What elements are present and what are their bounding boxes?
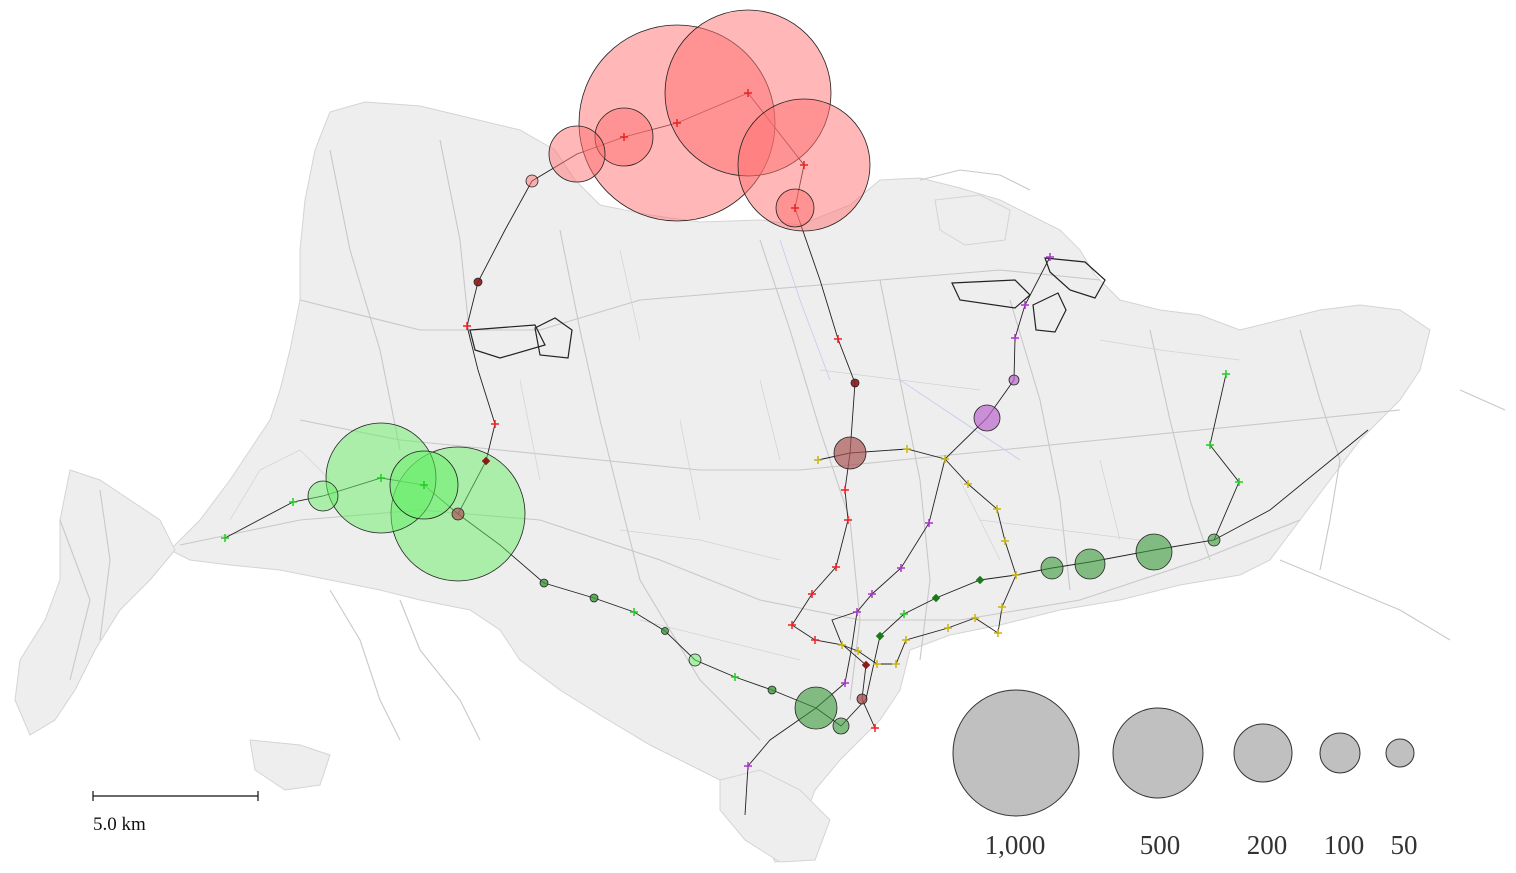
stations-purple bbox=[744, 253, 1054, 770]
line-east-branch bbox=[1209, 373, 1240, 541]
stations-dark-green bbox=[875, 575, 985, 641]
stations-yellow bbox=[814, 445, 1020, 668]
scale-bar-label: 5.0 km bbox=[93, 814, 146, 835]
legend-label-200: 200 bbox=[1247, 830, 1288, 860]
line-southwest-spur bbox=[744, 765, 749, 816]
legend-label-1000: 1,000 bbox=[985, 830, 1046, 860]
bubble-darkgreen-9 bbox=[661, 627, 669, 635]
legend-label-500: 500 bbox=[1140, 830, 1181, 860]
legend-circle-100 bbox=[1319, 732, 1361, 774]
legend-label-100: 100 bbox=[1324, 830, 1365, 860]
bubble-brown-5 bbox=[473, 277, 483, 287]
stations-dark-red bbox=[481, 456, 871, 670]
outlined-areas bbox=[469, 257, 1106, 359]
size-legend: 1,000 500 200 100 50 bbox=[952, 689, 1418, 860]
bubble-purple-1 bbox=[973, 404, 1001, 432]
legend-circle-50 bbox=[1385, 738, 1415, 768]
bubble-brown-4 bbox=[850, 378, 860, 388]
stations-red bbox=[463, 89, 879, 732]
bubble-darkgreen-4 bbox=[1074, 548, 1106, 580]
bubble-darkgreen-10 bbox=[767, 685, 777, 695]
bubble-brown-1 bbox=[833, 436, 867, 470]
station-markers bbox=[221, 89, 1243, 770]
bubble-darkgreen-5 bbox=[1040, 556, 1064, 580]
bubble-red-7 bbox=[525, 174, 539, 188]
bubble-brown-3 bbox=[856, 693, 868, 705]
bubble-red-5 bbox=[548, 125, 606, 183]
bubble-purple-2 bbox=[1008, 374, 1020, 386]
bubble-brown-2 bbox=[451, 507, 465, 521]
legend-circle-1000 bbox=[952, 689, 1080, 817]
bubble-darkgreen-3 bbox=[1135, 533, 1173, 571]
bubble-darkgreen-1 bbox=[794, 686, 838, 730]
bubble-darkgreen-2 bbox=[832, 717, 850, 735]
legend-circle-500 bbox=[1112, 707, 1204, 799]
bubble-darkgreen-7 bbox=[539, 578, 549, 588]
bubble-darkgreen-6 bbox=[1207, 533, 1221, 547]
legend-label-50: 50 bbox=[1391, 830, 1418, 860]
legend-circle-200 bbox=[1233, 723, 1293, 783]
stations-green bbox=[221, 370, 1243, 681]
bubble-darkgreen-8 bbox=[589, 593, 599, 603]
road-network bbox=[59, 139, 1506, 741]
scale-bar: 5.0 km bbox=[92, 791, 259, 835]
bubble-green-5 bbox=[688, 653, 702, 667]
bubble-green-4 bbox=[307, 480, 339, 512]
island-landmass bbox=[14, 101, 1431, 863]
